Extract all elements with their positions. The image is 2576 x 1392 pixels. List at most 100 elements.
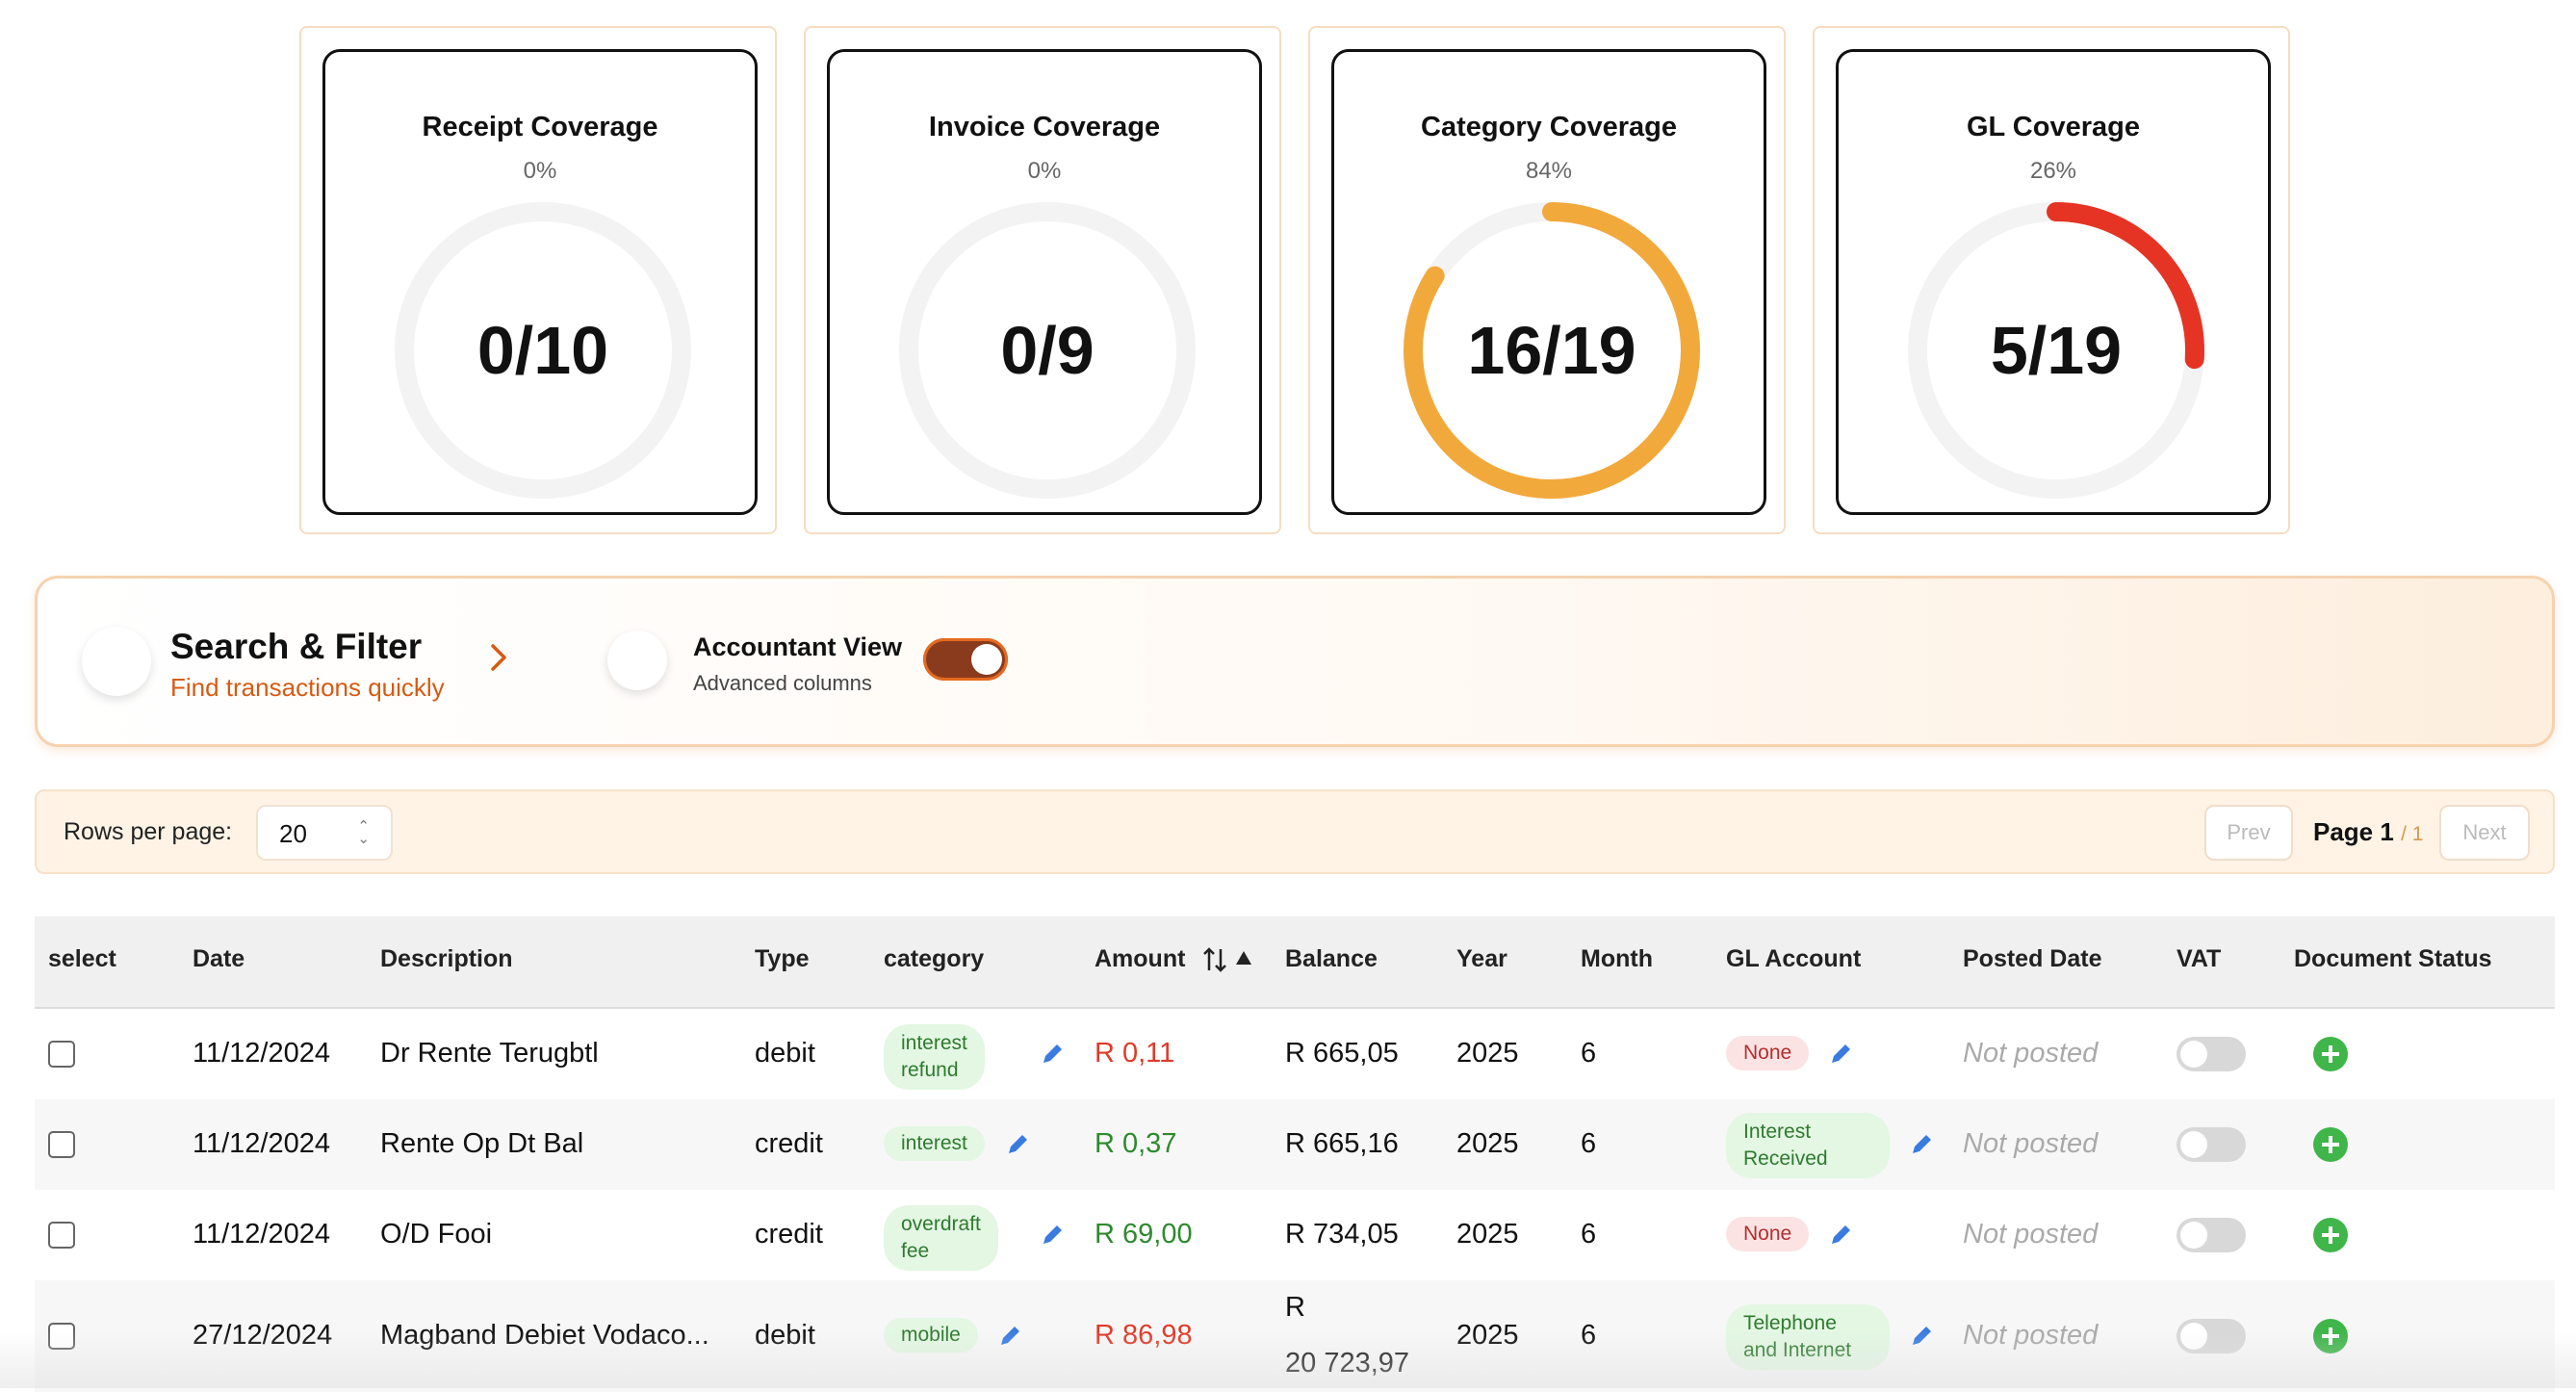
row-select-checkbox[interactable]: [48, 1131, 75, 1158]
receipt-coverage-card: Receipt Coverage 0% 0/10: [299, 26, 777, 534]
card-title: Category Coverage: [1421, 112, 1677, 142]
header-month[interactable]: Month: [1581, 945, 1653, 972]
gl-account-badge[interactable]: Telephone and Internet: [1726, 1304, 1890, 1370]
edit-category-icon[interactable]: [997, 1324, 1022, 1349]
cell-type: debit: [755, 1038, 815, 1069]
ring-progress: [1404, 202, 1700, 499]
rows-per-page-value: 20: [279, 819, 307, 848]
gl-account-badge[interactable]: Interest Received: [1726, 1113, 1890, 1178]
posted-status: Not posted: [1963, 1320, 2099, 1351]
search-filter-subtitle: Find transactions quickly: [170, 673, 445, 702]
header-vat[interactable]: VAT: [2177, 945, 2222, 972]
card-value: 16/19: [1467, 313, 1636, 388]
category-badge[interactable]: interest: [884, 1126, 985, 1161]
cell-description: Dr Rente Terugbtl: [380, 1038, 599, 1069]
header-document-status[interactable]: Document Status: [2294, 945, 2492, 972]
sort-icon[interactable]: [1201, 945, 1228, 974]
edit-gl-account-icon[interactable]: [1909, 1324, 1934, 1349]
header-posted-date[interactable]: Posted Date: [1963, 945, 2102, 972]
gl-account-badge[interactable]: None: [1726, 1036, 1810, 1070]
row-select-checkbox[interactable]: [48, 1323, 75, 1350]
cell-month: 6: [1581, 1128, 1597, 1159]
card-inner: GL Coverage 26% 5/19: [1836, 49, 2271, 515]
accountant-view-icon: [607, 631, 667, 690]
category-badge[interactable]: mobile: [884, 1318, 978, 1353]
gl-coverage-card: GL Coverage 26% 5/19: [1813, 26, 2290, 534]
cell-balance: R 734,05: [1285, 1219, 1399, 1250]
card-percent: 0%: [523, 158, 557, 184]
next-button[interactable]: Next: [2439, 805, 2530, 861]
header-year[interactable]: Year: [1456, 945, 1507, 972]
cell-description: Magband Debiet Vodaco...: [380, 1320, 709, 1351]
page-current: Page 1: [2313, 817, 2394, 846]
category-coverage-card: Category Coverage 84% 16/19: [1308, 26, 1786, 534]
card-percent: 26%: [2029, 158, 2077, 184]
invoice-coverage-card: Invoice Coverage 0% 0/9: [804, 26, 1281, 534]
add-document-icon[interactable]: [2312, 1318, 2349, 1354]
ring-track: [395, 202, 691, 499]
card-title: Receipt Coverage: [422, 112, 658, 142]
edit-gl-account-icon[interactable]: [1909, 1132, 1934, 1157]
header-amount[interactable]: Amount: [1095, 945, 1186, 972]
add-document-icon[interactable]: [2312, 1126, 2349, 1163]
card-percent: 0%: [1027, 158, 1062, 184]
gl-account-line1: Interest: [1743, 1121, 1812, 1143]
category-badge-line1: interest: [901, 1032, 967, 1054]
cell-date: 27/12/2024: [193, 1320, 333, 1351]
table-row: 27/12/2024 Magband Debiet Vodaco... debi…: [35, 1280, 2555, 1392]
cell-year: 2025: [1456, 1128, 1519, 1159]
cell-balance-line2: 20 723,97: [1285, 1348, 1410, 1379]
row-select-checkbox[interactable]: [48, 1041, 75, 1068]
cell-amount: R 0,37: [1095, 1128, 1177, 1159]
cell-balance: R 665,05: [1285, 1038, 1399, 1069]
cell-type: debit: [755, 1320, 815, 1351]
category-badge-line2: refund: [901, 1059, 959, 1081]
header-gl-account[interactable]: GL Account: [1726, 945, 1862, 972]
coverage-ring: [1404, 202, 1700, 499]
header-type[interactable]: Type: [755, 945, 810, 972]
page-indicator: Page 1 / 1: [2313, 817, 2423, 847]
coverage-ring: [395, 202, 691, 499]
accountant-view-subtitle: Advanced columns: [693, 671, 872, 695]
category-badge-line1: overdraft: [901, 1213, 981, 1235]
header-balance[interactable]: Balance: [1285, 945, 1378, 972]
vat-toggle[interactable]: [2177, 1127, 2246, 1162]
accountant-view-toggle[interactable]: [923, 638, 1008, 681]
rows-per-page-select[interactable]: 20 ⌃ ⌄: [256, 805, 393, 861]
gl-account-badge[interactable]: None: [1726, 1217, 1810, 1251]
card-title: GL Coverage: [1967, 112, 2140, 142]
add-document-icon[interactable]: [2312, 1036, 2349, 1072]
vat-toggle[interactable]: [2177, 1037, 2246, 1071]
ring-progress: [1908, 202, 2204, 499]
header-date[interactable]: Date: [193, 945, 245, 972]
category-badge[interactable]: interest refund: [884, 1024, 985, 1090]
add-document-icon[interactable]: [2312, 1217, 2349, 1253]
header-description[interactable]: Description: [380, 945, 513, 972]
accountant-view-title: Accountant View: [693, 632, 903, 661]
search-filter-title[interactable]: Search & Filter: [170, 627, 423, 666]
rows-per-page-label: Rows per page:: [64, 818, 233, 845]
edit-gl-account-icon[interactable]: [1828, 1223, 1853, 1248]
toggle-knob: [971, 644, 1002, 675]
page-total: / 1: [2401, 823, 2424, 845]
prev-button[interactable]: Prev: [2204, 805, 2293, 861]
category-badge[interactable]: overdraft fee: [884, 1205, 998, 1271]
cell-balance: R 665,16: [1285, 1128, 1399, 1159]
vat-toggle[interactable]: [2177, 1319, 2246, 1353]
edit-gl-account-icon[interactable]: [1828, 1042, 1853, 1067]
sort-ascending-icon: [1236, 951, 1251, 965]
cell-month: 6: [1581, 1219, 1597, 1250]
edit-category-icon[interactable]: [1040, 1042, 1065, 1067]
posted-status: Not posted: [1963, 1038, 2099, 1069]
card-value: 0/9: [1000, 313, 1095, 388]
edit-category-icon[interactable]: [1040, 1223, 1065, 1248]
header-category[interactable]: category: [884, 945, 985, 972]
vat-toggle[interactable]: [2177, 1218, 2246, 1252]
edit-category-icon[interactable]: [1005, 1132, 1030, 1157]
cell-year: 2025: [1456, 1219, 1519, 1250]
chevron-right-icon[interactable]: [485, 627, 514, 684]
gl-account-line2: Received: [1743, 1147, 1828, 1170]
row-select-checkbox[interactable]: [48, 1222, 75, 1249]
cell-amount: R 0,11: [1095, 1038, 1175, 1069]
card-percent: 84%: [1525, 158, 1573, 184]
